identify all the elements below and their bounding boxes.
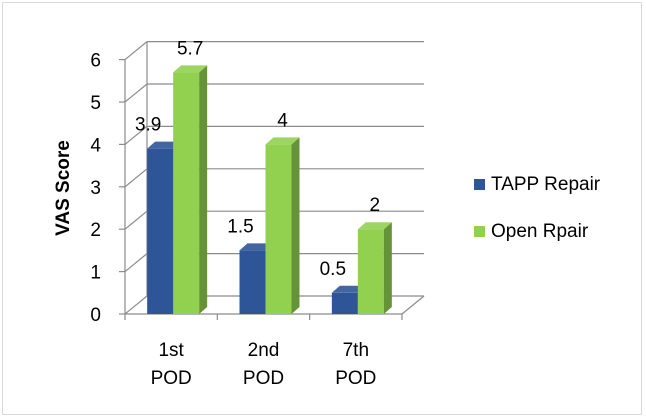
legend-swatch-0 bbox=[474, 179, 485, 190]
data-label: 1.5 bbox=[227, 216, 253, 237]
data-label: 4 bbox=[277, 110, 288, 131]
gridline-side bbox=[124, 41, 148, 61]
y-tick-label: 5 bbox=[90, 93, 101, 114]
y-tick-label: 1 bbox=[90, 263, 101, 284]
gridline-side bbox=[124, 210, 148, 230]
floor-right-edge bbox=[401, 295, 425, 315]
gridline-side bbox=[124, 253, 148, 273]
y-tick-label: 4 bbox=[90, 135, 101, 156]
legend-label-0: TAPP Repair bbox=[491, 174, 601, 195]
y-tick-label: 0 bbox=[90, 305, 101, 326]
x-category-label: POD bbox=[243, 368, 284, 389]
bar-side-1-0 bbox=[199, 65, 208, 314]
chart-frame bbox=[2, 2, 642, 415]
bar-side-1-1 bbox=[291, 137, 300, 314]
bar-top-1-2 bbox=[357, 222, 392, 230]
x-category-label: 2nd bbox=[248, 340, 280, 361]
data-label: 2 bbox=[370, 195, 381, 216]
data-label: 3.9 bbox=[135, 115, 161, 136]
gridline-side bbox=[124, 125, 148, 145]
bar-side-1-2 bbox=[383, 222, 392, 314]
y-tick-label: 3 bbox=[90, 178, 101, 199]
bar-0-2 bbox=[331, 292, 358, 314]
bar-top-0-2 bbox=[331, 285, 366, 293]
data-label: 0.5 bbox=[320, 259, 346, 280]
x-category-label: 1st bbox=[158, 340, 184, 361]
bar-1-1 bbox=[265, 144, 292, 314]
x-category-label: POD bbox=[335, 368, 376, 389]
y-axis-title: VAS Score bbox=[53, 140, 74, 236]
bar-top-1-1 bbox=[265, 137, 300, 145]
data-label: 5.7 bbox=[177, 38, 203, 59]
legend-swatch-1 bbox=[474, 226, 485, 237]
gridline-side bbox=[124, 168, 148, 188]
legend-label-1: Open Rpair bbox=[491, 221, 589, 242]
gridline-side bbox=[124, 83, 148, 103]
bar-1-2 bbox=[357, 229, 384, 314]
bar-top-0-1 bbox=[239, 243, 274, 251]
y-tick-label: 2 bbox=[90, 220, 101, 241]
bar-top-0-0 bbox=[147, 141, 182, 149]
bar-0-1 bbox=[239, 250, 266, 314]
gridline-side bbox=[124, 295, 148, 315]
bar-0-0 bbox=[147, 148, 174, 314]
bar-top-1-0 bbox=[173, 65, 208, 73]
x-category-label: 7th bbox=[343, 340, 369, 361]
y-tick-label: 6 bbox=[90, 51, 101, 72]
x-category-label: POD bbox=[151, 368, 192, 389]
bar-1-0 bbox=[173, 72, 200, 314]
